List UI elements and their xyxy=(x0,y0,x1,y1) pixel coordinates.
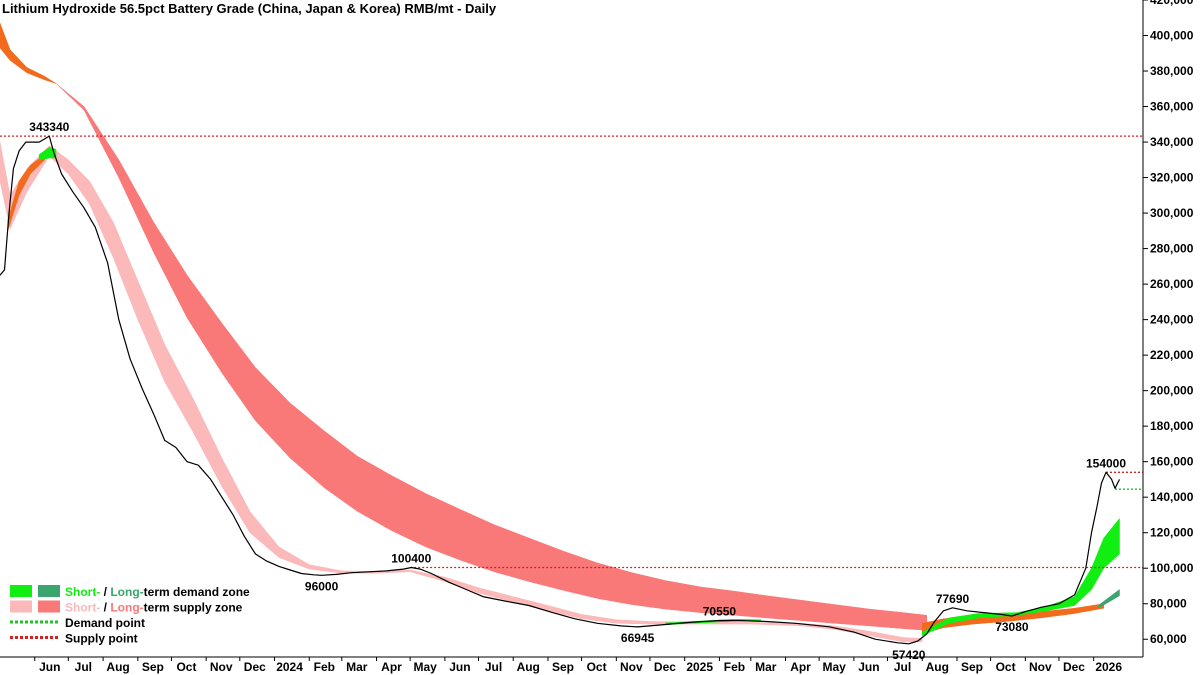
y-tick-label: 420,000 xyxy=(1150,0,1194,7)
y-tick-label: 240,000 xyxy=(1150,313,1194,327)
x-tick-label: Dec xyxy=(654,660,676,674)
price-series-line xyxy=(0,135,1121,645)
y-tick-label: 60,000 xyxy=(1150,632,1187,646)
x-tick-label: Jun xyxy=(39,660,60,674)
annotation-343340: 343340 xyxy=(29,120,69,134)
x-tick-label: Sep xyxy=(961,660,983,674)
x-tick-label: Apr xyxy=(381,660,402,674)
legend-label: Demand point xyxy=(65,616,145,630)
x-tick-label: Sep xyxy=(142,660,164,674)
y-tick-label: 220,000 xyxy=(1150,348,1194,362)
x-tick-label: Oct xyxy=(587,660,607,674)
zones-layer xyxy=(0,23,1120,643)
x-tick-label: Oct xyxy=(996,660,1016,674)
zone-short-term-supply-zone-early-orange xyxy=(7,154,46,231)
y-tick-label: 80,000 xyxy=(1150,597,1187,611)
x-tick-label: Jun xyxy=(449,660,470,674)
y-tick-label: 260,000 xyxy=(1150,277,1194,291)
x-tick-label: May xyxy=(822,660,846,674)
x-tick-label: Sep xyxy=(552,660,574,674)
y-tick-label: 320,000 xyxy=(1150,171,1194,185)
zone-long-term-supply-zone-early xyxy=(0,23,57,84)
x-tick-label: Aug xyxy=(517,660,540,674)
legend-label: Supply point xyxy=(65,632,138,646)
y-tick-label: 360,000 xyxy=(1150,100,1194,114)
axes-layer xyxy=(0,0,1144,658)
price-layer xyxy=(0,135,1121,645)
annotation-154000: 154000 xyxy=(1086,456,1126,470)
x-tick-label: Mar xyxy=(755,660,777,674)
x-tick-label: Feb xyxy=(724,660,745,674)
legend-label: Short- / Long-term demand zone xyxy=(65,585,250,599)
legend-short-text: Short- xyxy=(65,585,100,599)
chart-title: Lithium Hydroxide 56.5pct Battery Grade … xyxy=(2,1,497,16)
legend-slash-text: / xyxy=(100,585,110,599)
annotation-66945: 66945 xyxy=(621,631,655,645)
x-tick-label: 2026 xyxy=(1095,660,1122,674)
y-tick-label: 340,000 xyxy=(1150,135,1194,149)
annotation-100400: 100400 xyxy=(391,552,431,566)
x-tick-label: Dec xyxy=(244,660,266,674)
x-tick-label: 2024 xyxy=(276,660,303,674)
legend-short-text: Short- xyxy=(65,601,100,615)
legend-swatch-long xyxy=(38,585,60,597)
x-tick-label: Dec xyxy=(1063,660,1085,674)
legend-swatch-short xyxy=(10,600,32,613)
x-tick-label: 2025 xyxy=(686,660,713,674)
legend-long-text: Long- xyxy=(110,585,143,599)
y-tick-label: 140,000 xyxy=(1150,490,1194,504)
y-tick-label: 160,000 xyxy=(1150,455,1194,469)
zone-short-term-supply-zone xyxy=(0,142,923,643)
y-tick-label: 100,000 xyxy=(1150,561,1194,575)
x-tick-label: Nov xyxy=(620,660,643,674)
y-tick-label: 180,000 xyxy=(1150,419,1194,433)
legend-rest-text: term demand zone xyxy=(144,585,250,599)
x-tick-label: Jul xyxy=(894,660,911,674)
x-tick-label: Jul xyxy=(485,660,502,674)
zone-short-term-demand-zone-late xyxy=(921,517,1120,637)
x-tick-label: Mar xyxy=(346,660,368,674)
legend-swatch-short xyxy=(10,585,32,597)
x-tick-label: Nov xyxy=(210,660,233,674)
y-tick-label: 300,000 xyxy=(1150,206,1194,220)
zone-long-term-supply-zone xyxy=(55,83,927,631)
legend-rest-text: term supply zone xyxy=(144,601,243,615)
y-tick-label: 400,000 xyxy=(1150,29,1194,43)
y-tick-label: 120,000 xyxy=(1150,526,1194,540)
x-tick-label: Aug xyxy=(106,660,129,674)
legend-slash-text: / xyxy=(100,601,110,615)
x-tick-label: Jul xyxy=(75,660,92,674)
x-tick-label: Jun xyxy=(858,660,879,674)
y-ticks: 60,000 80,000 100,000 120,000 140,000 160,000… xyxy=(1143,0,1194,646)
x-tick-label: Feb xyxy=(314,660,335,674)
annotation-73080: 73080 xyxy=(995,620,1029,634)
legend-swatch-long xyxy=(38,600,60,613)
y-tick-label: 200,000 xyxy=(1150,384,1194,398)
annotation-96000: 96000 xyxy=(305,579,339,593)
levels-layer xyxy=(0,135,1143,569)
annotation-77690: 77690 xyxy=(936,592,970,606)
x-tick-label: Nov xyxy=(1029,660,1052,674)
x-tick-label: Aug xyxy=(926,660,949,674)
y-tick-label: 380,000 xyxy=(1150,64,1194,78)
annotation-70550: 70550 xyxy=(703,605,737,619)
zone-long-term-demand-zone-late xyxy=(1097,588,1120,609)
x-tick-label: May xyxy=(413,660,437,674)
annotations-layer: 343340 96000 100400 66945 70550 57420 77690 730… xyxy=(29,120,1126,662)
x-tick-label: Oct xyxy=(176,660,196,674)
legend-label: Short- / Long-term supply zone xyxy=(65,601,243,615)
x-ticks: Jun Jul Aug Sep Oct Nov Dec 2024 Feb Mar Apr May Jun… xyxy=(34,657,1122,674)
annotation-57420: 57420 xyxy=(892,648,926,662)
legend-long-text: Long- xyxy=(110,601,143,615)
x-tick-label: Apr xyxy=(790,660,811,674)
y-tick-label: 280,000 xyxy=(1150,242,1194,256)
